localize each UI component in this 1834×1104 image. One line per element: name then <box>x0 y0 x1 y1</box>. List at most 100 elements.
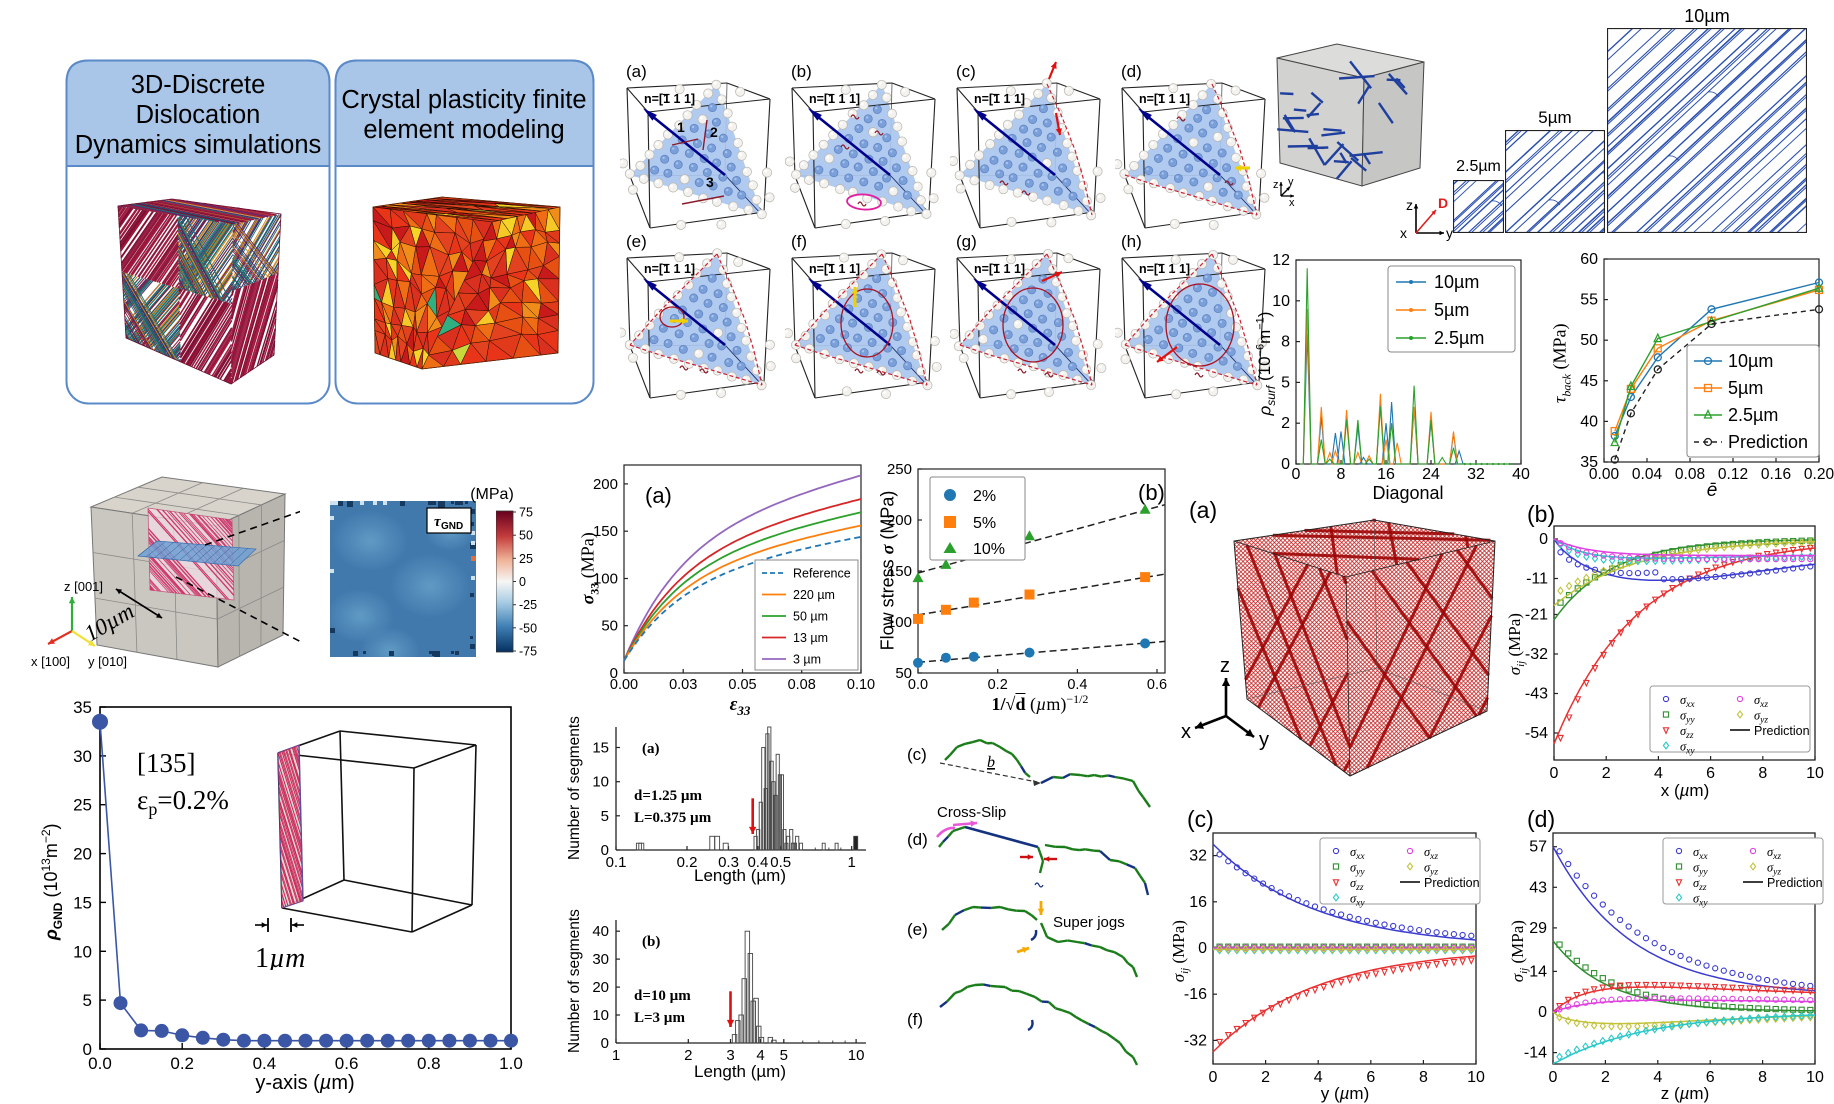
svg-text:-25: -25 <box>519 598 537 612</box>
svg-text:Cross-Slip: Cross-Slip <box>937 804 1006 821</box>
svg-text:(b): (b) <box>642 934 660 950</box>
svg-text:L=0.375 µm: L=0.375 µm <box>634 810 712 826</box>
svg-text:10: 10 <box>592 1007 609 1024</box>
svg-text:13 µm: 13 µm <box>793 631 828 645</box>
svg-text:2: 2 <box>1281 415 1290 432</box>
svg-text:14: 14 <box>1529 963 1547 980</box>
svg-text:n=[1 1 1]: n=[1 1 1] <box>809 92 860 106</box>
svg-text:Prediction: Prediction <box>1424 876 1480 890</box>
svg-text:z [001]: z [001] <box>64 579 103 594</box>
svg-text:0.20: 0.20 <box>1804 466 1834 483</box>
svg-text:5: 5 <box>83 991 92 1010</box>
svg-text:30: 30 <box>73 747 92 766</box>
svg-text:b: b <box>987 754 995 771</box>
svg-text:200: 200 <box>887 512 912 529</box>
svg-text:0.8: 0.8 <box>417 1054 441 1070</box>
svg-text:40: 40 <box>592 923 609 940</box>
svg-text:0.05: 0.05 <box>728 677 756 693</box>
svg-text:n=[1 1 1]: n=[1 1 1] <box>974 92 1025 106</box>
svg-text:8: 8 <box>1758 765 1767 782</box>
svg-text:0.03: 0.03 <box>669 677 697 693</box>
svg-text:n=[1 1 1]: n=[1 1 1] <box>644 262 695 276</box>
svg-text:45: 45 <box>1580 373 1598 390</box>
svg-text:(a): (a) <box>645 483 672 508</box>
svg-text:1: 1 <box>677 119 685 135</box>
svg-text:43: 43 <box>1529 879 1547 896</box>
svg-text:6: 6 <box>1706 1069 1715 1086</box>
svg-text:1: 1 <box>612 1047 620 1063</box>
svg-text:(h): (h) <box>1121 232 1142 251</box>
svg-text:(b): (b) <box>791 62 812 81</box>
svg-text:z: z <box>1273 179 1279 191</box>
svg-text:32: 32 <box>1189 848 1207 865</box>
svg-text:-43: -43 <box>1525 686 1548 703</box>
svg-text:25: 25 <box>519 552 533 566</box>
svg-text:GND: GND <box>441 521 463 532</box>
svg-text:-75: -75 <box>519 645 537 659</box>
svg-text:Prediction: Prediction <box>1767 876 1823 890</box>
svg-text:(e): (e) <box>907 920 928 939</box>
svg-text:55: 55 <box>1580 292 1598 309</box>
svg-text:(b): (b) <box>1138 480 1165 505</box>
svg-text:-16: -16 <box>1184 986 1207 1003</box>
svg-text:[135]: [135] <box>137 748 195 778</box>
svg-text:Crystal plasticity finite: Crystal plasticity finite <box>341 86 586 114</box>
svg-text:1µm: 1µm <box>255 943 305 970</box>
svg-text:y: y <box>1288 176 1294 188</box>
svg-text:10%: 10% <box>973 541 1005 558</box>
svg-text:75: 75 <box>519 506 533 520</box>
svg-text:0.00: 0.00 <box>610 677 638 693</box>
svg-text:0.6: 0.6 <box>1147 677 1167 693</box>
svg-text:n=[1 1 1]: n=[1 1 1] <box>1139 92 1190 106</box>
svg-text:5: 5 <box>780 1047 788 1063</box>
svg-text:y [010]: y [010] <box>88 654 127 669</box>
svg-text:5µm: 5µm <box>1728 378 1763 398</box>
svg-text:1.0: 1.0 <box>499 1054 523 1070</box>
svg-text:Prediction: Prediction <box>1754 724 1810 738</box>
svg-text:0.6: 0.6 <box>335 1054 359 1070</box>
svg-text:24: 24 <box>1422 466 1440 483</box>
svg-text:-32: -32 <box>1525 646 1548 663</box>
svg-text:(a): (a) <box>1189 497 1217 523</box>
svg-text:(e): (e) <box>626 232 647 251</box>
svg-text:(d): (d) <box>1527 806 1555 832</box>
svg-text:50: 50 <box>601 618 618 635</box>
svg-text:0.2: 0.2 <box>988 677 1008 693</box>
svg-text:4: 4 <box>1654 765 1663 782</box>
svg-text:y: y <box>1259 729 1269 751</box>
svg-text:25: 25 <box>73 796 92 815</box>
svg-text:10: 10 <box>1806 765 1824 782</box>
svg-text:L=3 µm: L=3 µm <box>634 1010 685 1026</box>
svg-text:5: 5 <box>1281 374 1290 391</box>
svg-text:x: x <box>1400 225 1407 241</box>
svg-text:0: 0 <box>1198 940 1207 957</box>
svg-text:4: 4 <box>756 1047 764 1063</box>
svg-text:20: 20 <box>592 979 609 996</box>
svg-text:z: z <box>1220 655 1230 677</box>
svg-text:D: D <box>1438 196 1448 211</box>
svg-text:0.4: 0.4 <box>747 854 768 870</box>
svg-text:6: 6 <box>1706 765 1715 782</box>
svg-text:0: 0 <box>601 842 609 859</box>
svg-text:5: 5 <box>601 808 609 825</box>
svg-text:-54: -54 <box>1525 725 1548 742</box>
svg-text:5µm: 5µm <box>1434 300 1469 320</box>
svg-text:n=[1 1 1]: n=[1 1 1] <box>809 262 860 276</box>
svg-text:2: 2 <box>710 124 718 140</box>
svg-text:0.0: 0.0 <box>88 1054 112 1070</box>
svg-text:250: 250 <box>887 461 912 478</box>
svg-text:40: 40 <box>1580 413 1598 430</box>
svg-text:8: 8 <box>1281 334 1290 351</box>
svg-text:(g): (g) <box>956 232 977 251</box>
svg-text:10: 10 <box>592 774 609 791</box>
svg-text:0.5: 0.5 <box>770 854 791 870</box>
svg-text:0: 0 <box>601 1035 609 1052</box>
svg-text:0.2: 0.2 <box>170 1054 194 1070</box>
svg-text:0: 0 <box>610 665 618 682</box>
svg-text:15: 15 <box>73 893 92 912</box>
svg-text:3D-Discrete: 3D-Discrete <box>131 71 266 99</box>
svg-text:(a): (a) <box>626 62 647 81</box>
svg-text:element modeling: element modeling <box>363 116 564 144</box>
svg-text:0.2: 0.2 <box>677 854 698 870</box>
svg-text:1: 1 <box>848 854 856 870</box>
